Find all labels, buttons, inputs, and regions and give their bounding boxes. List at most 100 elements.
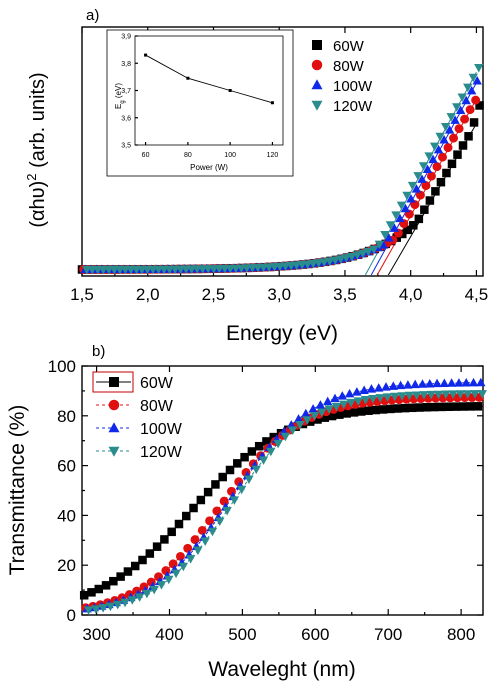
panel-b-transmittance: b) 300 400 500 600 700 800 0 20 40 60 80 100 Wavele… xyxy=(6,343,487,681)
panel-b-point xyxy=(455,390,466,399)
panel-a-point xyxy=(460,114,470,124)
panel-a-point xyxy=(422,164,433,173)
panel-b-point xyxy=(182,511,191,521)
panel-b-point xyxy=(168,559,178,569)
panel-b-point xyxy=(273,439,283,449)
panel-a-label: a) xyxy=(86,7,99,24)
panel-b-point xyxy=(439,378,450,387)
panel-a-point xyxy=(358,249,368,259)
panel-b-label: b) xyxy=(92,343,105,360)
panel-b-point xyxy=(381,382,391,391)
panel-b-point xyxy=(400,403,410,413)
panel-a-point xyxy=(446,113,456,122)
panel-b-point xyxy=(410,379,420,389)
panel-a-point xyxy=(461,95,471,105)
panel-a-legend-marker xyxy=(311,59,323,71)
panel-a-point xyxy=(453,150,462,159)
panel-b-x-axis-label: Waveleght (nm) xyxy=(208,658,355,681)
panel-a-legend-marker xyxy=(311,79,323,90)
panel-b-point xyxy=(339,400,349,410)
panel-b-x-tick-label: 500 xyxy=(228,625,256,644)
panel-b-point xyxy=(280,432,291,442)
panel-b-point xyxy=(454,378,464,387)
panel-b-y-tick-label: 100 xyxy=(48,357,76,376)
panel-b-point xyxy=(189,503,198,513)
panel-b-point xyxy=(286,420,296,429)
panel-b-point xyxy=(315,400,326,409)
panel-b-point xyxy=(200,537,210,546)
panel-b-legend-marker xyxy=(109,377,119,387)
panel-b-point xyxy=(382,393,393,402)
panel-a-point xyxy=(464,132,473,141)
panel-b-point xyxy=(432,378,442,388)
panel-b-point xyxy=(101,581,111,590)
panel-b-point xyxy=(197,525,207,535)
panel-b-x-tick-label: 800 xyxy=(447,625,475,644)
panel-a-point xyxy=(378,240,389,249)
panel-a-y-axis-label-tail: (arb. units) xyxy=(27,72,49,173)
panel-b-point xyxy=(190,535,200,545)
panel-b-point xyxy=(342,409,351,418)
panel-b-legend-label: 100W xyxy=(140,421,183,438)
panel-b-point xyxy=(149,585,159,595)
panel-b-point xyxy=(160,535,169,544)
panel-b-point xyxy=(120,598,130,608)
panel-b-point xyxy=(477,390,487,399)
panel-b-point xyxy=(324,405,334,414)
panel-b-point xyxy=(403,380,413,389)
panel-a-point xyxy=(429,142,440,152)
panel-a-point xyxy=(352,251,362,260)
panel-a-point xyxy=(444,125,455,134)
panel-b-point xyxy=(266,447,276,457)
panel-b-point xyxy=(91,605,101,614)
panel-b-point xyxy=(433,390,444,400)
panel-a-point xyxy=(363,247,374,257)
panel-b-point xyxy=(164,575,174,585)
panel-a-point xyxy=(330,256,340,265)
panel-b-point xyxy=(337,391,347,400)
panel-b-point xyxy=(313,415,322,424)
panel-b-point xyxy=(218,472,227,482)
panel-b-point xyxy=(288,426,298,436)
panel-b-point xyxy=(205,516,215,526)
panel-b-point xyxy=(378,405,388,414)
panel-b-point xyxy=(152,542,162,551)
panel-b-point xyxy=(415,403,424,412)
panel-b-point xyxy=(98,604,108,613)
panel-b-point xyxy=(113,600,123,610)
inset-point xyxy=(270,101,274,105)
panel-a-point xyxy=(341,254,351,263)
panel-b-point xyxy=(156,581,167,590)
panel-b-point xyxy=(293,414,304,423)
panel-b-point xyxy=(349,408,359,417)
panel-a-point xyxy=(424,152,434,161)
panel-b-point xyxy=(359,385,369,395)
panel-b-point xyxy=(393,404,402,413)
inset-y-tick-label: 3,5 xyxy=(121,143,131,150)
panel-a-frame xyxy=(81,26,484,277)
panel-a-legend-label: 100W xyxy=(333,78,373,95)
panel-b-point xyxy=(346,398,356,408)
panel-a-point xyxy=(302,260,313,269)
panel-a-x-tick-label: 2,5 xyxy=(202,285,226,304)
panel-b-point xyxy=(368,394,378,404)
panel-b-point xyxy=(352,387,362,396)
panel-b-point xyxy=(262,437,271,446)
panel-b-point xyxy=(225,465,235,475)
panel-b-point xyxy=(353,397,364,406)
panel-b-point xyxy=(174,519,184,529)
panel-b-point xyxy=(193,546,203,556)
panel-b-point xyxy=(317,408,327,417)
panel-b-point xyxy=(371,405,381,415)
panel-b-point xyxy=(185,555,196,564)
panel-b-x-tick-label: 600 xyxy=(301,625,329,644)
panel-a-point xyxy=(421,181,431,191)
panel-a-point xyxy=(452,103,462,112)
panel-b-point xyxy=(364,406,373,415)
panel-b-point xyxy=(215,517,225,526)
inset-y-axis-label: Eg (eV) xyxy=(114,83,126,109)
panel-a-x-tick-label: 4,5 xyxy=(465,285,489,304)
panel-b-point xyxy=(247,447,257,456)
panel-a-point xyxy=(471,95,481,105)
inset-y-axis-label-main: E xyxy=(114,104,123,109)
